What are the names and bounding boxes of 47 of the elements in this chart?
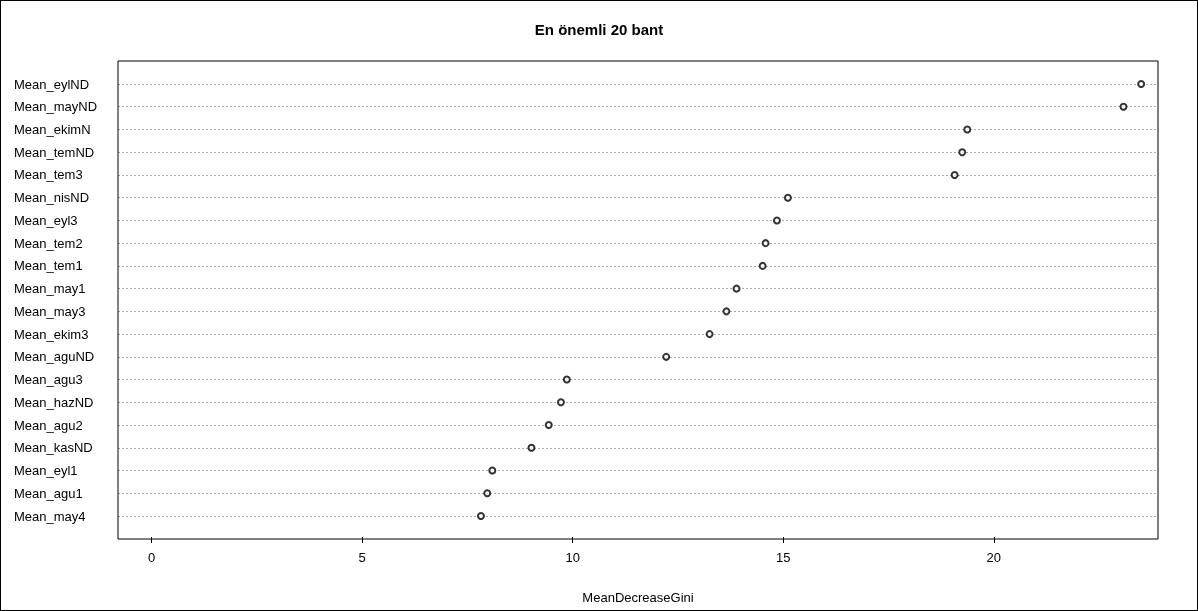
x-tick-label: 5 [358, 550, 366, 565]
y-tick-label: Mean_temND [14, 144, 95, 160]
point [562, 375, 571, 384]
chart-title: En önemli 20 bant [534, 21, 664, 38]
point [483, 489, 492, 498]
y-tick-label: Mean_kasND [14, 440, 93, 456]
y-tick-label: Mean_may3 [14, 303, 86, 319]
point [1119, 102, 1128, 111]
y-tick-label: Mean_tem3 [14, 167, 83, 183]
point [758, 261, 767, 270]
x-axis-title: MeanDecreaseGini [582, 590, 694, 605]
point [662, 352, 671, 361]
x-tick-label: 20 [986, 550, 1002, 565]
y-tick-label: Mean_nisND [14, 190, 90, 206]
y-tick-label: Mean_ekim3 [14, 326, 89, 342]
point [527, 443, 536, 452]
y-tick-label: Mean_eylND [14, 76, 90, 92]
x-tick-label: 15 [776, 550, 791, 565]
x-tick-label: 10 [565, 550, 580, 565]
y-tick-label: Mean_eyl1 [14, 463, 78, 479]
y-tick-label: Mean_ekimN [14, 121, 91, 137]
point [544, 421, 553, 430]
point [772, 216, 781, 225]
y-tick-label: Mean_hazND [14, 394, 94, 410]
point [476, 512, 485, 520]
y-tick-label: Mean_eyl3 [14, 212, 78, 228]
point [1137, 80, 1146, 88]
y-tick-label: Mean_agu1 [14, 485, 83, 501]
point [705, 330, 714, 339]
point [722, 307, 731, 316]
y-tick-label: Mean_may1 [14, 281, 86, 297]
y-tick-label: Mean_tem2 [14, 235, 83, 251]
point [761, 239, 770, 248]
point [958, 148, 967, 157]
y-tick-label: Mean_may4 [14, 508, 86, 524]
y-tick-label: Mean_agu2 [14, 417, 83, 433]
x-tick-label: 0 [148, 550, 156, 565]
y-tick-label: Mean_tem1 [14, 258, 83, 274]
y-tick-label: Mean_agu3 [14, 372, 83, 388]
point [556, 398, 565, 407]
point [963, 125, 972, 134]
y-tick-label: Mean_mayND [14, 99, 98, 115]
point [783, 193, 792, 202]
point [488, 466, 497, 475]
point [950, 170, 959, 179]
point [732, 284, 741, 293]
y-tick-label: Mean_aguND [14, 349, 95, 365]
